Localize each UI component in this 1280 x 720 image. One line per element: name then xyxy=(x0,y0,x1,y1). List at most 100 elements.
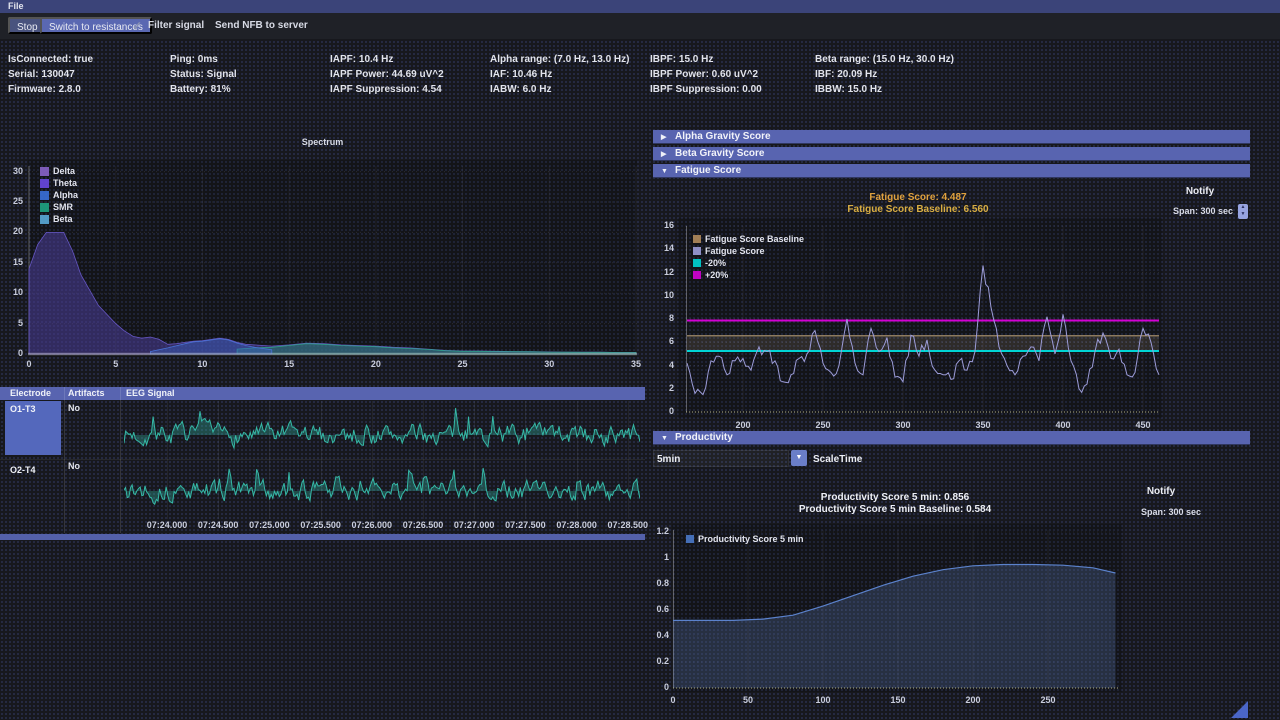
panel-header-alpha-gravity[interactable]: ▶ Alpha Gravity Score xyxy=(653,130,1250,144)
y-axis-tick-label: 0 xyxy=(663,682,669,692)
legend-swatch-icon xyxy=(693,247,701,255)
y-axis-tick-label: 0 xyxy=(17,348,23,358)
status-field: IAPF: 10.4 Hz xyxy=(330,54,394,65)
status-field: Battery: 81% xyxy=(170,84,231,95)
switch-to-resistances-button[interactable]: Switch to resistances xyxy=(40,17,152,34)
scale-time-select-arrow-icon[interactable]: ▼ xyxy=(791,450,807,466)
fatigue-score-readout: Fatigue Score: 4.487 Fatigue Score Basel… xyxy=(718,192,1118,216)
eeg-waveform-o1t3 xyxy=(124,407,640,450)
legend-swatch-icon xyxy=(40,202,49,212)
legend-swatch-icon xyxy=(693,271,701,279)
fatigue-score-panel: Fatigue Score: 4.487 Fatigue Score Basel… xyxy=(653,178,1250,431)
collapsed-arrow-icon: ▶ xyxy=(661,134,667,141)
electrode-cell-selected[interactable] xyxy=(5,401,61,455)
y-axis-tick-label: 15 xyxy=(12,256,23,267)
eeg-gridline xyxy=(218,401,219,519)
status-field: IBBW: 15.0 Hz xyxy=(815,84,883,95)
fatigue-baseline-value: Fatigue Score Baseline: 6.560 xyxy=(847,204,989,215)
eeg-horizontal-scrollbar[interactable] xyxy=(0,534,645,540)
file-menu[interactable]: File xyxy=(8,1,24,11)
row-separator xyxy=(0,459,645,460)
resize-handle[interactable] xyxy=(1231,701,1248,718)
collapsed-arrow-icon: ▶ xyxy=(661,151,667,158)
legend-item: Theta xyxy=(40,177,78,189)
notify-button[interactable]: Notify xyxy=(1146,486,1176,497)
eeg-time-label: 07:27.000 xyxy=(453,520,495,530)
status-field: Ping: 0ms xyxy=(170,54,218,65)
panel-title: Beta Gravity Score xyxy=(675,148,765,159)
y-axis-tick-label: 0.6 xyxy=(656,604,669,614)
span-label: Span: 300 sec xyxy=(1140,507,1201,517)
panel-title: Fatigue Score xyxy=(675,165,742,176)
x-axis-tick-label: 250 xyxy=(815,420,831,430)
eeg-time-label: 07:26.500 xyxy=(402,520,444,530)
eeg-time-label: 07:25.500 xyxy=(300,520,341,530)
x-axis-tick-label: 30 xyxy=(544,359,555,369)
interval-select[interactable]: 5min xyxy=(653,450,789,467)
scale-time-select[interactable]: ScaleTime xyxy=(813,454,863,465)
eeg-signal-table: Electrode Artifacts EEG Signal O1-T3 No … xyxy=(0,387,648,540)
panel-header-productivity[interactable]: ▼ Productivity xyxy=(653,431,1250,445)
legend-item: Alpha xyxy=(40,189,78,201)
productivity-baseline-value: Productivity Score 5 min Baseline: 0.584 xyxy=(798,504,992,515)
y-axis-tick-label: 1 xyxy=(663,552,669,562)
send-nfb-button[interactable]: Send NFB to server xyxy=(215,20,308,31)
menu-bar: File xyxy=(0,0,1280,13)
column-header-electrode: Electrode xyxy=(10,388,52,398)
x-axis-tick-label: 200 xyxy=(735,420,751,430)
span-label: Span: 300 sec xyxy=(1172,206,1233,216)
eeg-gridline xyxy=(269,401,270,519)
legend-entry-label: +20% xyxy=(705,270,729,280)
x-axis-tick-label: 35 xyxy=(630,359,641,369)
y-axis-tick-label: 5 xyxy=(17,317,23,328)
x-axis-tick-label: 5 xyxy=(113,359,119,369)
x-axis-tick-label: 25 xyxy=(457,359,468,369)
eeg-time-label: 07:25.000 xyxy=(249,520,290,530)
panel-header-fatigue-score[interactable]: ▼ Fatigue Score xyxy=(653,164,1250,178)
y-axis-tick-label: 2 xyxy=(668,382,674,393)
eeg-gridline xyxy=(474,401,475,519)
x-axis-tick-label: 0 xyxy=(26,359,32,369)
status-field: IBPF Power: 0.60 uV^2 xyxy=(650,69,759,80)
eeg-gridline xyxy=(423,401,424,519)
x-axis-tick-label: 10 xyxy=(197,359,208,369)
legend-swatch-icon xyxy=(693,235,701,243)
status-field: IBPF: 15.0 Hz xyxy=(650,54,714,65)
y-axis-tick-label: 10 xyxy=(12,287,23,298)
notify-button[interactable]: Notify xyxy=(1185,186,1215,197)
status-field: Beta range: (15.0 Hz, 30.0 Hz) xyxy=(815,54,954,65)
y-axis-tick-label: 25 xyxy=(12,196,23,206)
eeg-gridline xyxy=(577,401,578,519)
x-axis-tick-label: 350 xyxy=(975,420,991,430)
y-axis-tick-label: 16 xyxy=(663,220,674,230)
filter-signal-checkbox[interactable]: ✓ xyxy=(132,19,143,33)
artifact-value: No xyxy=(68,461,80,471)
productivity-panel: 5min ▼ ScaleTime Productivity Score 5 mi… xyxy=(653,445,1250,720)
electrode-label-o2t4[interactable]: O2-T4 xyxy=(10,465,36,475)
x-axis-tick-label: 20 xyxy=(370,359,381,369)
legend-item: Delta xyxy=(40,165,78,177)
expanded-arrow-icon: ▼ xyxy=(661,435,668,442)
y-axis-tick-label: 8 xyxy=(668,313,674,323)
column-separator xyxy=(120,387,121,533)
y-axis-tick-label: 20 xyxy=(12,226,23,237)
eeg-time-label: 07:27.500 xyxy=(505,520,546,530)
status-column: Ping: 0ms Status: Signal Battery: 81% xyxy=(170,52,330,97)
legend-item: +20% xyxy=(693,269,804,281)
x-axis-tick-label: 300 xyxy=(895,420,911,430)
status-field: IAPF Power: 44.69 uV^2 xyxy=(330,69,444,80)
toolbar: Stop Switch to resistances ✓ Filter sign… xyxy=(0,13,1280,39)
productivity-score-value: Productivity Score 5 min: 0.856 xyxy=(820,492,970,503)
filter-signal-label[interactable]: Filter signal xyxy=(148,20,205,31)
spectrum-legend: Delta Theta Alpha SMR Beta xyxy=(40,165,78,225)
x-axis-tick-label: 250 xyxy=(1040,695,1056,705)
eeg-time-label: 07:28.000 xyxy=(556,520,597,530)
panel-header-beta-gravity[interactable]: ▶ Beta Gravity Score xyxy=(653,147,1250,161)
eeg-waveform-o2t4 xyxy=(124,467,640,506)
legend-entry-label: Fatigue Score Baseline xyxy=(705,234,805,244)
electrode-label-o1t3[interactable]: O1-T3 xyxy=(10,404,36,414)
span-spinbox[interactable]: ▲ ▼ xyxy=(1238,204,1248,219)
status-field: IAF: 10.46 Hz xyxy=(490,69,553,80)
legend-swatch-icon xyxy=(686,535,694,543)
y-axis-tick-label: 30 xyxy=(12,165,23,176)
